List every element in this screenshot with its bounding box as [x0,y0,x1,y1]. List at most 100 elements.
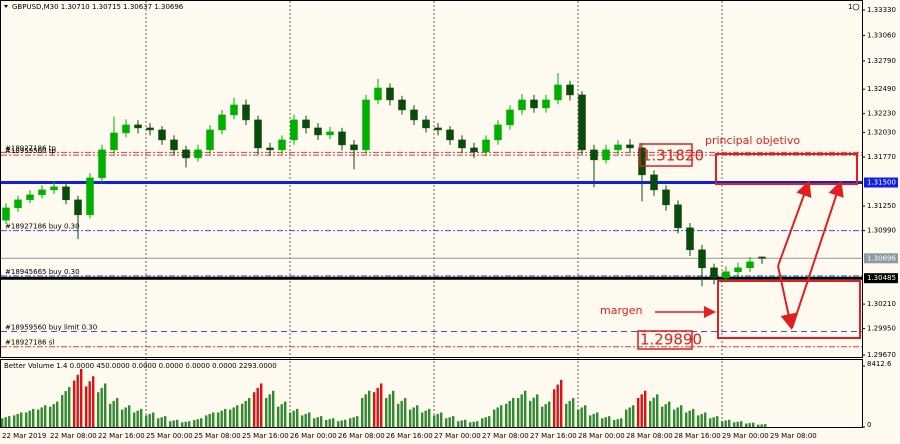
candle-body [734,267,742,273]
info-icon[interactable] [852,3,860,11]
volume-bar [397,403,400,427]
level-tag [864,273,898,284]
volume-bar [133,412,136,427]
x-tick-label: 28 Mar 08:00 [626,432,673,440]
volume-bar [721,421,724,427]
volume-bar [712,417,715,427]
level-tag [864,177,898,188]
volume-bar [20,412,23,427]
volume-bar [205,415,208,427]
volume-bar [308,412,311,427]
volume-bar [349,418,352,427]
volume-bar [376,387,379,427]
volume-bar [392,390,395,427]
x-tick-label: 22 Mar 08:00 [50,432,97,440]
volume-bar [496,407,499,427]
candle-body [134,124,142,129]
volume-bar [16,413,19,427]
x-tick-label: 27 Mar 08:00 [482,432,529,440]
y-tick-label: 1.30990 [867,227,896,235]
candle-body [2,207,10,221]
volume-bar [728,419,731,427]
volume-bar [244,400,247,427]
volume-bar [409,409,412,427]
volume-bar [344,419,347,427]
candle-body [470,147,478,153]
volume-bar [589,415,592,427]
volume-bar [505,403,508,427]
volume-bar [217,412,220,427]
volume-bar [716,416,719,427]
volume-bar [676,407,679,427]
volume-bar [520,394,523,427]
x-tick-label: 26 Mar 08:00 [338,432,385,440]
volume-bar [541,406,544,427]
volume-bar [517,397,520,427]
volume-bar [80,368,83,427]
candle-body [302,119,310,129]
y-tick-label: 1.31770 [867,153,896,161]
candle-body [290,119,298,141]
volume-bar [680,405,683,427]
price-panel [0,0,863,358]
volume-bar [553,389,556,427]
volume-bar [40,407,43,427]
candle-body [338,131,346,146]
volume-bar [85,386,88,427]
menu-arrow[interactable] [4,5,8,8]
volume-bar [745,423,748,427]
volume-bar [428,408,431,427]
volume-bar [572,397,575,427]
volume-bar [76,374,79,427]
candle-body [542,99,550,109]
volume-bar [340,420,343,427]
y-tick-label: 1.32790 [867,57,896,65]
volume-bar [301,415,304,427]
candle-body [662,189,670,206]
candle-body [386,87,394,101]
volume-bar [220,410,223,427]
candle-body [350,144,358,151]
volume-bar [265,397,268,427]
volume-bar [128,405,131,427]
candle-body [518,99,526,111]
volume-bar [140,408,143,427]
stop-price: 1.29890 [640,331,702,349]
y-tick-label: 1.29670 [867,351,896,359]
y-tick-label: 1.29950 [867,325,896,333]
volume-bar [361,397,364,427]
volume-bar [760,424,763,427]
order-label: #18945665 buy 0.30 [5,268,80,276]
volume-bar [580,407,583,427]
x-tick-label: 25 Mar 00:00 [146,432,193,440]
volume-bar [148,413,151,427]
volume-bar [481,418,484,427]
volume-bar [64,391,67,427]
volume-bar [109,403,112,427]
volume-bar [692,408,695,427]
volume-bar [620,418,623,427]
volume-bar [529,400,532,427]
candle-body [422,119,430,129]
volume-bar [248,397,251,427]
candle-body [326,131,334,136]
volume-bar [172,420,175,427]
window-number: 1 [848,3,852,11]
volume-bar [4,417,7,427]
volume-bar [352,417,355,427]
candle-body [62,186,70,201]
candle-body [506,109,514,126]
volume-bar [224,408,227,427]
volume-bar [457,421,460,427]
volume-bar [565,403,568,427]
volume-bar [368,390,371,427]
volume-bar [44,405,47,427]
volume-bar [157,418,160,427]
volume-bar [313,418,316,427]
x-tick-label: 26 Mar 00:00 [290,432,337,440]
volume-bar [469,422,472,427]
volume-bar [500,405,503,427]
volume-bar [433,415,436,427]
y-tick-label: 1.33060 [867,31,896,39]
level-label: 1.30696 [867,254,896,262]
